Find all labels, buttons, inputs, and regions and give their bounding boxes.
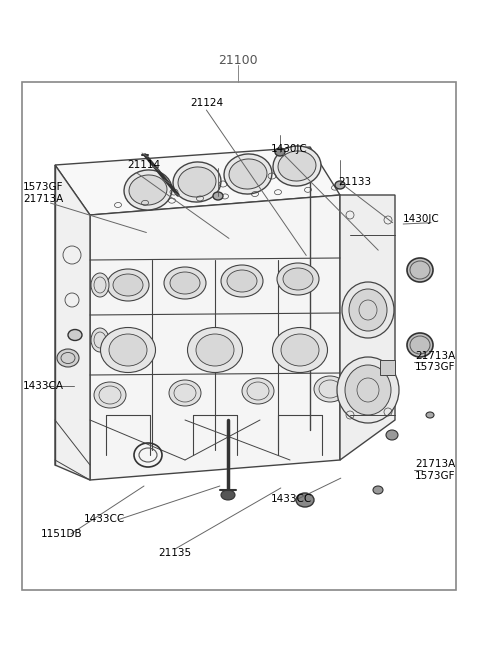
- Ellipse shape: [407, 258, 433, 282]
- Ellipse shape: [169, 380, 201, 406]
- Ellipse shape: [170, 272, 200, 294]
- Ellipse shape: [68, 329, 82, 341]
- Ellipse shape: [229, 159, 267, 189]
- Text: 21133: 21133: [338, 177, 372, 187]
- Ellipse shape: [124, 170, 172, 210]
- Ellipse shape: [407, 333, 433, 357]
- Text: 21100: 21100: [218, 54, 258, 67]
- Polygon shape: [55, 147, 340, 215]
- Ellipse shape: [57, 349, 79, 367]
- Ellipse shape: [273, 328, 327, 373]
- Text: 1430JC: 1430JC: [403, 214, 440, 225]
- Ellipse shape: [221, 490, 235, 500]
- Text: 1433CC: 1433CC: [84, 514, 125, 525]
- Ellipse shape: [349, 289, 387, 331]
- Ellipse shape: [196, 334, 234, 366]
- Ellipse shape: [188, 328, 242, 373]
- Text: 1433CA: 1433CA: [23, 381, 64, 392]
- Ellipse shape: [213, 192, 223, 200]
- Ellipse shape: [386, 430, 398, 440]
- Text: 21114: 21114: [127, 160, 160, 170]
- Text: 1433CC: 1433CC: [271, 494, 312, 504]
- Bar: [380, 360, 395, 375]
- Ellipse shape: [221, 265, 263, 297]
- Text: 21713A
1573GF: 21713A 1573GF: [415, 460, 456, 481]
- Ellipse shape: [109, 334, 147, 366]
- Text: 21713A
1573GF: 21713A 1573GF: [415, 351, 456, 372]
- Ellipse shape: [224, 154, 272, 194]
- Ellipse shape: [277, 263, 319, 295]
- Polygon shape: [55, 165, 90, 480]
- Ellipse shape: [94, 382, 126, 408]
- Text: 1151DB: 1151DB: [41, 529, 83, 539]
- Ellipse shape: [342, 282, 394, 338]
- Ellipse shape: [129, 175, 167, 205]
- Ellipse shape: [275, 148, 285, 156]
- Ellipse shape: [107, 269, 149, 301]
- Ellipse shape: [227, 270, 257, 292]
- Ellipse shape: [345, 365, 391, 415]
- Ellipse shape: [100, 328, 156, 373]
- Ellipse shape: [242, 378, 274, 404]
- Ellipse shape: [337, 357, 399, 423]
- Polygon shape: [90, 195, 340, 480]
- Ellipse shape: [283, 268, 313, 290]
- Ellipse shape: [426, 412, 434, 418]
- Polygon shape: [340, 195, 395, 460]
- Text: 21124: 21124: [190, 98, 223, 109]
- Ellipse shape: [91, 273, 109, 297]
- Ellipse shape: [296, 493, 314, 507]
- Ellipse shape: [278, 151, 316, 181]
- Ellipse shape: [178, 167, 216, 197]
- Text: 1430JC: 1430JC: [271, 144, 308, 155]
- Text: 1573GF
21713A: 1573GF 21713A: [23, 183, 63, 204]
- Ellipse shape: [373, 486, 383, 494]
- Ellipse shape: [335, 181, 345, 189]
- Ellipse shape: [281, 334, 319, 366]
- Ellipse shape: [91, 328, 109, 352]
- Text: 21135: 21135: [158, 548, 192, 559]
- Ellipse shape: [113, 274, 143, 296]
- Ellipse shape: [164, 267, 206, 299]
- Bar: [22, 82, 456, 590]
- Ellipse shape: [273, 146, 321, 186]
- Ellipse shape: [173, 162, 221, 202]
- Ellipse shape: [314, 376, 346, 402]
